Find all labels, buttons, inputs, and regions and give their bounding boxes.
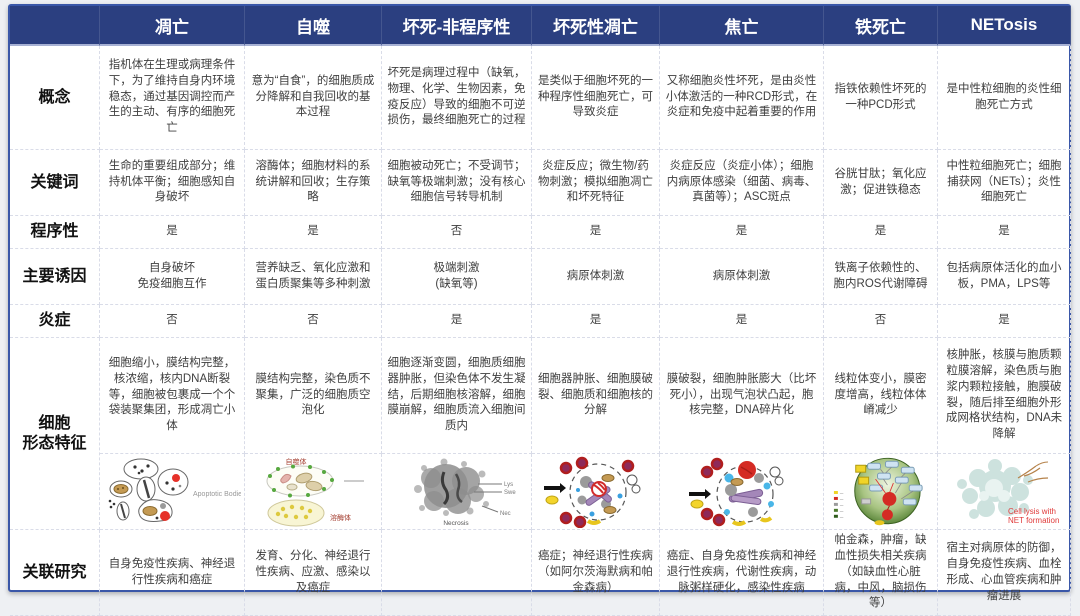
data-cell: 是类似于细胞坏死的一种程序性细胞死亡，可导致炎症 xyxy=(532,46,660,150)
svg-text:Cell lysis with: Cell lysis with xyxy=(1008,507,1056,516)
column-header-necroptosis: 坏死性凋亡 xyxy=(532,6,660,46)
data-cell: 膜结构完整，染色质不聚集，广泛的细胞质空泡化 xyxy=(245,338,382,454)
data-cell: 营养缺乏、氧化应激和蛋白质聚集等多种刺激 xyxy=(245,249,382,305)
illustration-cell xyxy=(660,454,824,530)
data-cell: 细胞器肿胀、细胞膜破裂、细胞质和细胞核的分解 xyxy=(532,338,660,454)
data-cell: 帕金森，肿瘤，缺血性损失相关疾病（如缺血性心脏病，中风，脑损伤等） xyxy=(824,530,938,616)
data-cell: 否 xyxy=(382,216,532,249)
column-header-ferroptosis: 铁死亡 xyxy=(824,6,938,46)
svg-text:NET formation: NET formation xyxy=(1008,516,1059,525)
data-cell: 炎症反应；微生物/药物刺激；模拟细胞凋亡和坏死特征 xyxy=(532,150,660,216)
data-cell: 是 xyxy=(532,305,660,338)
data-cell: 细胞逐渐变圆，细胞质细胞器肿胀，但染色体不发生凝结，后期细胞核溶解，细胞膜崩解，… xyxy=(382,338,532,454)
corner-cell xyxy=(10,6,100,46)
data-cell: 否 xyxy=(100,305,245,338)
data-cell: 自身免疫性疾病、神经退行性疾病和癌症 xyxy=(100,530,245,616)
svg-text:溶酶体: 溶酶体 xyxy=(330,513,351,522)
data-cell: 是 xyxy=(532,216,660,249)
data-cell: 是 xyxy=(245,216,382,249)
data-cell: 否 xyxy=(245,305,382,338)
row-label-concept: 概念 xyxy=(10,46,100,150)
data-cell xyxy=(382,530,532,616)
data-cell: 自身破坏 免疫细胞互作 xyxy=(100,249,245,305)
data-cell: 中性粒细胞死亡；细胞捕获网（NETs）；炎性细胞死亡 xyxy=(938,150,1071,216)
data-cell: 生命的重要组成部分；维持机体平衡；细胞感知自身破坏 xyxy=(100,150,245,216)
data-cell: 膜破裂，细胞肿胀膨大（比坏死小），出现气泡状凸起，胞核完整，DNA碎片化 xyxy=(660,338,824,454)
data-cell: 是 xyxy=(824,216,938,249)
illustration-cell: — — — — — xyxy=(824,454,938,530)
svg-text:Lys: Lys xyxy=(504,482,513,488)
column-header-pyroptosis: 焦亡 xyxy=(660,6,824,46)
data-cell: 是 xyxy=(938,305,1071,338)
data-cell: 病原体刺激 xyxy=(660,249,824,305)
data-cell: 是 xyxy=(100,216,245,249)
column-header-autophagy: 自噬 xyxy=(245,6,382,46)
row-label-triggers: 主要诱因 xyxy=(10,249,100,305)
data-cell: 细胞被动死亡；不受调节；缺氧等极端刺激；没有核心细胞信号转导机制 xyxy=(382,150,532,216)
svg-text:—: — xyxy=(840,496,844,500)
illustration-cell: Lys Swe Nec Necrosis xyxy=(382,454,532,530)
svg-text:—: — xyxy=(840,508,844,512)
autophagy-illustration: 自噬体 溶酶体 xyxy=(266,457,364,526)
svg-text:Necrosis: Necrosis xyxy=(443,520,469,527)
svg-text:Apoptotic Bodies: Apoptotic Bodies xyxy=(193,491,241,498)
svg-text:—: — xyxy=(840,514,844,518)
data-cell: 是 xyxy=(382,305,532,338)
illustration-cell xyxy=(532,454,660,530)
apoptosis-illustration: Apoptotic Bodies xyxy=(108,458,241,522)
data-cell: 包括病原体活化的血小板，PMA，LPS等 xyxy=(938,249,1071,305)
data-cell: 指铁依赖性坏死的一种PCD形式 xyxy=(824,46,938,150)
data-cell: 溶酶体；细胞材料的系统讲解和回收；生存策略 xyxy=(245,150,382,216)
row-label-programmed: 程序性 xyxy=(10,216,100,249)
column-header-netosis: NETosis xyxy=(938,6,1071,46)
svg-text:—: — xyxy=(840,490,844,494)
data-cell: 是 xyxy=(660,305,824,338)
necroptosis-illustration xyxy=(543,456,640,528)
data-cell: 癌症；神经退行性疾病（如阿尔茨海默病和帕金森病） xyxy=(532,530,660,616)
data-cell: 病原体刺激 xyxy=(532,249,660,305)
data-cell: 意为“自食”，的细胞质成分降解和自我回收的基本过程 xyxy=(245,46,382,150)
data-cell: 线粒体变小，膜密度增高，线粒体体嵴减少 xyxy=(824,338,938,454)
illustration-cell: Apoptotic Bodies xyxy=(100,454,245,530)
illustration-cell: 自噬体 溶酶体 xyxy=(245,454,382,530)
data-cell: 核肿胀，核膜与胞质颗粒膜溶解，染色质与胞浆内颗粒接触，胞膜破裂，随后排至细胞外形… xyxy=(938,338,1071,454)
data-cell: 宿主对病原体的防御，自身免疫性疾病、血栓形成、心血管疾病和肿瘤进展 xyxy=(938,530,1071,616)
column-header-necrosis: 坏死-非程序性 xyxy=(382,6,532,46)
pyroptosis-illustration xyxy=(688,457,783,526)
cell-death-comparison-table: 凋亡 自噬 坏死-非程序性 坏死性凋亡 焦亡 铁死亡 NETosis 概念 指机… xyxy=(8,4,1071,616)
svg-text:—: — xyxy=(840,502,844,506)
ferroptosis-illustration: — — — — — xyxy=(833,457,923,525)
data-cell: 坏死是病理过程中（缺氧，物理、化学、生物因素，免疫反应）导致的细胞不可逆损伤，最… xyxy=(382,46,532,150)
data-cell: 是 xyxy=(938,216,1071,249)
illustration-cell: Cell lysis with NET formation xyxy=(938,454,1071,530)
data-cell: 炎症反应（炎症小体）；细胞内病原体感染（细菌、病毒、真菌等）；ASC斑点 xyxy=(660,150,824,216)
data-cell: 癌症、自身免疫性疾病和神经退行性疾病，代谢性疾病，动脉粥样硬化，感染性疾病 xyxy=(660,530,824,616)
svg-text:自噬体: 自噬体 xyxy=(286,457,307,466)
netosis-illustration: Cell lysis with NET formation xyxy=(957,458,1059,525)
necrosis-illustration: Lys Swe Nec Necrosis xyxy=(413,458,516,527)
svg-text:Swe: Swe xyxy=(504,490,516,496)
data-cell: 极端刺激 (缺氧等) xyxy=(382,249,532,305)
data-cell: 铁离子依赖性的、胞内ROS代谢障碍 xyxy=(824,249,938,305)
row-label-keywords: 关键词 xyxy=(10,150,100,216)
data-cell: 否 xyxy=(824,305,938,338)
data-cell: 细胞缩小，膜结构完整，核浓缩，核内DNA断裂等，细胞被包裹成一个个袋装聚集团，形… xyxy=(100,338,245,454)
data-cell: 又称细胞炎性坏死，是由炎性小体激活的一种RCD形式，在炎症和免疫中起着重要的作用 xyxy=(660,46,824,150)
row-label-research: 关联研究 xyxy=(10,530,100,616)
data-cell: 谷胱甘肽；氧化应激；促进铁稳态 xyxy=(824,150,938,216)
data-cell: 指机体在生理或病理条件下，为了维持自身内环境稳态，通过基因调控而产生的主动、有序… xyxy=(100,46,245,150)
row-label-morphology: 细胞 形态特征 xyxy=(10,338,100,530)
svg-text:Nec: Nec xyxy=(500,511,511,517)
column-header-apoptosis: 凋亡 xyxy=(100,6,245,46)
data-cell: 发育、分化、神经退行性疾病、应激、感染以及癌症 xyxy=(245,530,382,616)
row-label-inflammation: 炎症 xyxy=(10,305,100,338)
data-cell: 是中性粒细胞的炎性细胞死亡方式 xyxy=(938,46,1071,150)
data-cell: 是 xyxy=(660,216,824,249)
